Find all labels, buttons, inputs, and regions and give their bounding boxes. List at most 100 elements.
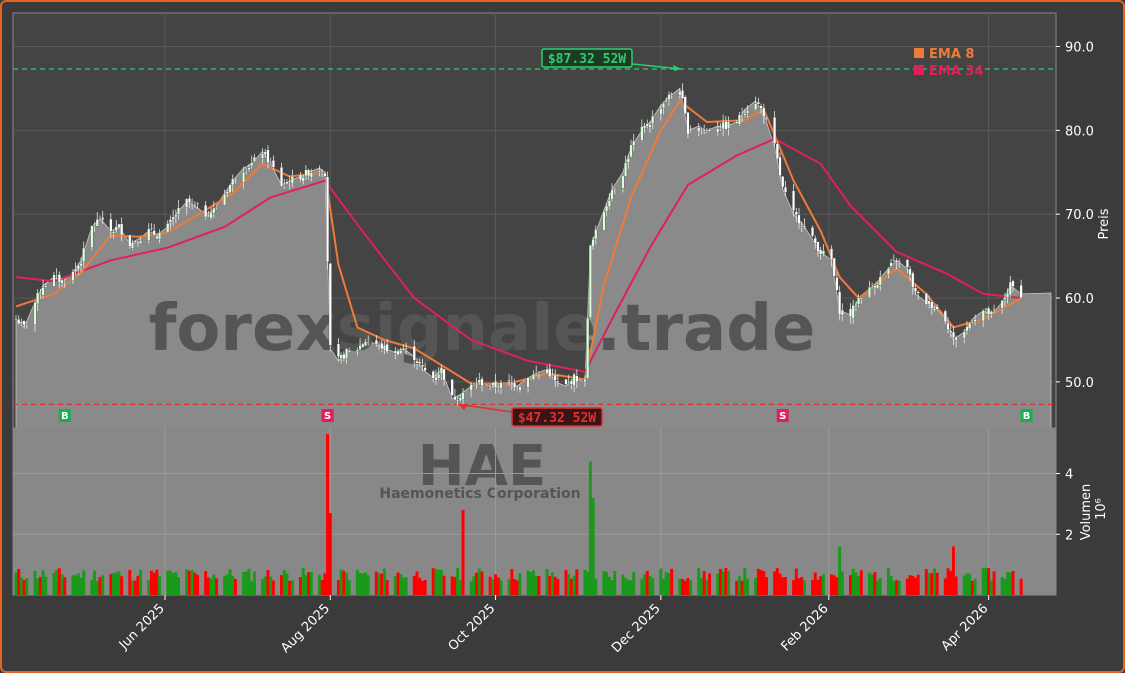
candle-body: [916, 291, 920, 294]
candle-body: [515, 388, 519, 390]
xtick-label: Jun 2025: [116, 601, 168, 653]
candle-body: [556, 380, 560, 383]
price-ytick-label: 50.0: [1065, 376, 1094, 391]
candle-body: [399, 350, 403, 354]
volume-bar: [735, 580, 739, 595]
candle-body: [794, 211, 798, 215]
price-ytick-label: 80.0: [1065, 124, 1094, 139]
candle-body: [797, 214, 801, 225]
candle-body: [624, 162, 628, 177]
candle-body: [299, 174, 302, 181]
candle-body: [605, 205, 609, 212]
volume-bar: [95, 580, 99, 595]
candle-body: [17, 319, 21, 325]
candle-body: [90, 225, 94, 248]
legend: EMA 8 EMA 34: [914, 47, 984, 79]
volume-bar: [304, 574, 308, 595]
signal-badge: [1020, 409, 1033, 422]
candle-body: [507, 379, 511, 382]
candle-body: [659, 108, 663, 115]
volume-bar: [838, 546, 842, 595]
volume-bar: [553, 576, 557, 595]
candle-body: [33, 302, 37, 325]
volume-bar: [187, 570, 191, 595]
volume-bar: [645, 570, 649, 595]
candle-body: [177, 207, 181, 215]
volume-bar: [867, 572, 871, 595]
volume-bar: [60, 574, 64, 595]
candle-body: [101, 217, 105, 220]
volume-bar: [136, 575, 140, 595]
candle-body: [36, 292, 40, 305]
candle-body: [209, 212, 213, 219]
candle-body: [19, 321, 23, 324]
candle-body: [412, 345, 416, 361]
candle-body: [206, 214, 210, 217]
candle-body: [453, 396, 457, 401]
ema34-line: [15, 137, 1022, 373]
volume-bar: [461, 509, 465, 595]
candle-body: [534, 372, 538, 374]
volume-bar: [328, 513, 332, 595]
candle-body: [336, 343, 340, 357]
volume-bar: [491, 579, 495, 595]
volume-bar: [626, 579, 630, 595]
candle-body: [569, 380, 573, 385]
candle-body: [819, 249, 823, 255]
candle-body: [529, 378, 533, 381]
candle-body: [95, 219, 99, 227]
volume-bar: [632, 572, 636, 595]
candle-body: [838, 291, 842, 315]
candle-body: [670, 93, 674, 96]
candle-body: [288, 182, 292, 184]
candle-body: [263, 151, 267, 155]
volume-bar: [886, 568, 890, 595]
volume-bar: [914, 577, 917, 595]
volume-bar: [385, 580, 389, 595]
candle-body: [74, 268, 78, 273]
volume-bar: [924, 569, 928, 595]
legend-swatch-ema8: [914, 48, 924, 58]
candle-body: [309, 172, 313, 178]
volume-bar: [1003, 579, 1007, 595]
candle-body: [648, 124, 652, 128]
volume-bar: [494, 574, 498, 595]
volume-bar: [347, 580, 351, 595]
candle-body: [228, 184, 232, 193]
volume-bar: [412, 575, 416, 595]
candle-body: [545, 368, 549, 374]
volume-bar: [572, 576, 576, 595]
candle-body: [594, 229, 598, 240]
candle-body: [867, 286, 871, 298]
volume-bar: [488, 576, 492, 595]
volume-bar: [1008, 572, 1012, 595]
volume-bar: [252, 571, 256, 595]
volume-bar: [393, 576, 397, 595]
volume-bar: [90, 579, 94, 595]
candle-body: [740, 114, 744, 116]
volume-bar: [499, 580, 503, 595]
volume-bar: [131, 580, 134, 595]
volume-bar: [317, 574, 321, 595]
candle-body: [602, 211, 606, 231]
volume-bar: [458, 580, 462, 595]
volume-bar: [418, 577, 422, 595]
candle-body: [128, 234, 132, 247]
volume-bar: [415, 571, 419, 595]
candle-body: [323, 172, 327, 177]
candle-body: [393, 350, 397, 354]
price-ytick-label: 60.0: [1065, 292, 1094, 307]
candle-body: [702, 128, 706, 130]
volume-bar: [204, 571, 208, 595]
volume-bar: [548, 576, 552, 595]
volume-bar: [1019, 578, 1023, 595]
volume-bar: [911, 575, 915, 595]
volume-bar: [1011, 570, 1015, 595]
volume-bar: [166, 570, 170, 595]
candle-body: [269, 162, 273, 164]
candle-body: [57, 274, 61, 283]
high-52w-arrowhead: [673, 65, 682, 72]
volume-bar: [889, 575, 893, 595]
candle-body: [317, 170, 321, 173]
